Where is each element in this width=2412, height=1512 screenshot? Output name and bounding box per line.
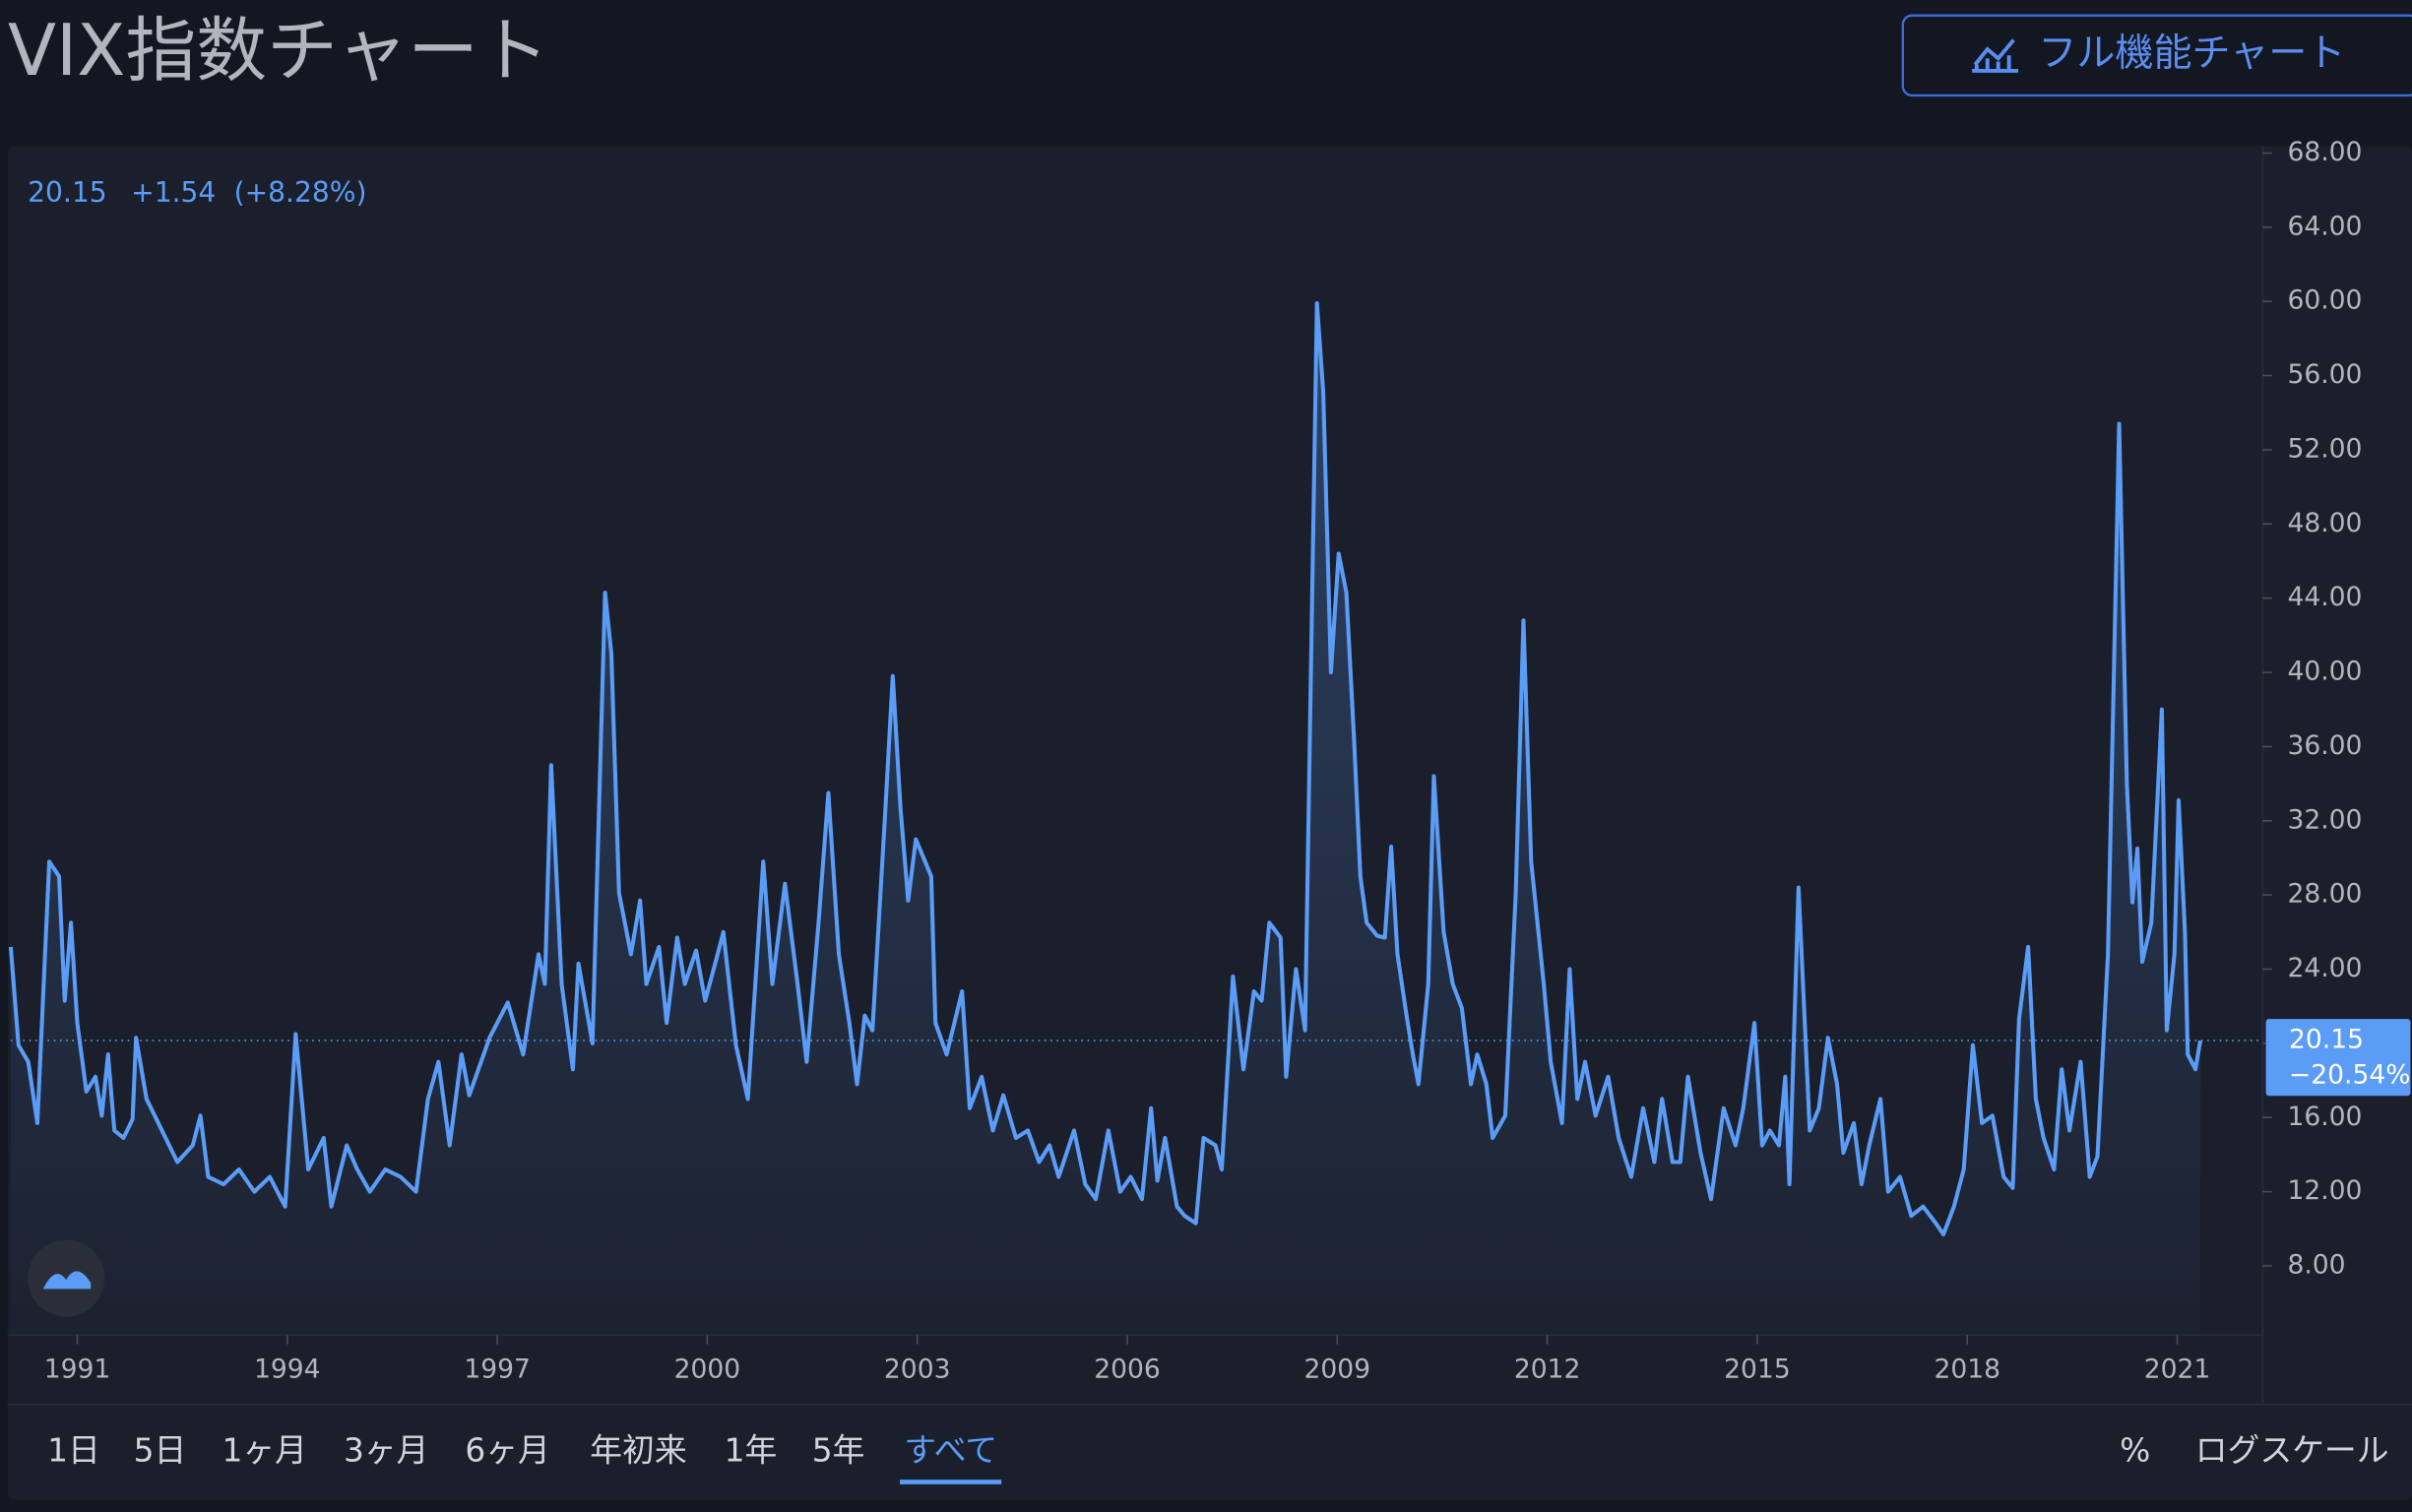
range-button[interactable]: 5年	[812, 1432, 865, 1470]
x-tick-label: 1994	[254, 1354, 321, 1385]
legend: 20.15 +1.54 (+8.28%)	[28, 176, 366, 209]
y-tick-label: 44.00	[2287, 582, 2362, 612]
full-chart-button[interactable]: フル機能チャート	[1901, 14, 2412, 97]
button-frame[interactable]	[1901, 14, 2412, 97]
logo	[28, 1239, 105, 1317]
selected-underline	[900, 1480, 1002, 1484]
range-button[interactable]: 1年	[725, 1432, 778, 1470]
y-tick-label: 32.00	[2287, 804, 2362, 835]
logo-circle	[28, 1239, 105, 1317]
x-tick-label: 2009	[1304, 1354, 1371, 1385]
x-tick-label: 2012	[1514, 1354, 1581, 1385]
range-button[interactable]: すべて	[904, 1432, 997, 1470]
y-tick-label: 56.00	[2287, 359, 2362, 390]
y-tick-label: 40.00	[2287, 657, 2362, 687]
button-icon[interactable]	[1972, 38, 2018, 73]
range-button[interactable]: 5日	[134, 1432, 187, 1470]
y-tick-label: 64.00	[2287, 211, 2362, 241]
price-tag	[2265, 1019, 2411, 1097]
y-tick-label: 52.00	[2287, 433, 2362, 464]
option-button[interactable]: %	[2120, 1432, 2150, 1470]
y-tick-label: 12.00	[2287, 1175, 2362, 1206]
plot: 8.0012.0016.0020.0024.0028.0032.0036.004…	[8, 137, 2411, 1385]
range-button[interactable]: 3ヶ月	[344, 1432, 428, 1470]
x-tick-label: 2006	[1094, 1354, 1161, 1385]
toolbar: 1日 5日 1ヶ月 3ヶ月 6ヶ月 年初来 1年 5年 すべて% ログスケール	[47, 1432, 2389, 1484]
y-tick-label: 48.00	[2287, 508, 2362, 538]
y-tick-label: 24.00	[2287, 953, 2362, 983]
y-tick-label: 8.00	[2287, 1249, 2345, 1280]
x-tick-label: 2015	[1724, 1354, 1791, 1385]
x-tick-label: 1991	[44, 1354, 111, 1385]
y-tick-label: 16.00	[2287, 1102, 2362, 1132]
y-tick-label: 68.00	[2287, 137, 2362, 167]
range-button[interactable]: 年初来	[590, 1432, 686, 1470]
quote-last: 20.15	[28, 176, 106, 209]
button-label[interactable]: フル機能チャート	[2038, 32, 2345, 76]
price-tag-value: 20.15	[2289, 1025, 2364, 1055]
x-tick-label: 1997	[464, 1354, 531, 1385]
x-tick-label: 2021	[2144, 1354, 2211, 1385]
range-button[interactable]: 1日	[47, 1432, 100, 1470]
quote-change: +1.54	[131, 176, 216, 209]
x-tick-label: 2000	[674, 1354, 741, 1385]
option-button[interactable]: ログスケール	[2195, 1432, 2389, 1470]
x-tick-label: 2003	[884, 1354, 951, 1385]
logo-shape	[42, 1271, 92, 1290]
range-button[interactable]: 1ヶ月	[222, 1432, 307, 1470]
price-tag-change: −20.54%	[2289, 1059, 2410, 1090]
y-tick-label: 60.00	[2287, 285, 2362, 316]
quote-change-pct: (+8.28%)	[234, 176, 367, 209]
line	[8, 301, 2203, 1236]
y-tick-label: 28.00	[2287, 879, 2362, 910]
range-button[interactable]: 6ヶ月	[465, 1432, 549, 1470]
x-tick-label: 2018	[1934, 1354, 2000, 1385]
page-title: VIX指数チャート	[8, 9, 549, 92]
area	[10, 303, 2201, 1336]
y-tick-label: 36.00	[2287, 730, 2362, 761]
